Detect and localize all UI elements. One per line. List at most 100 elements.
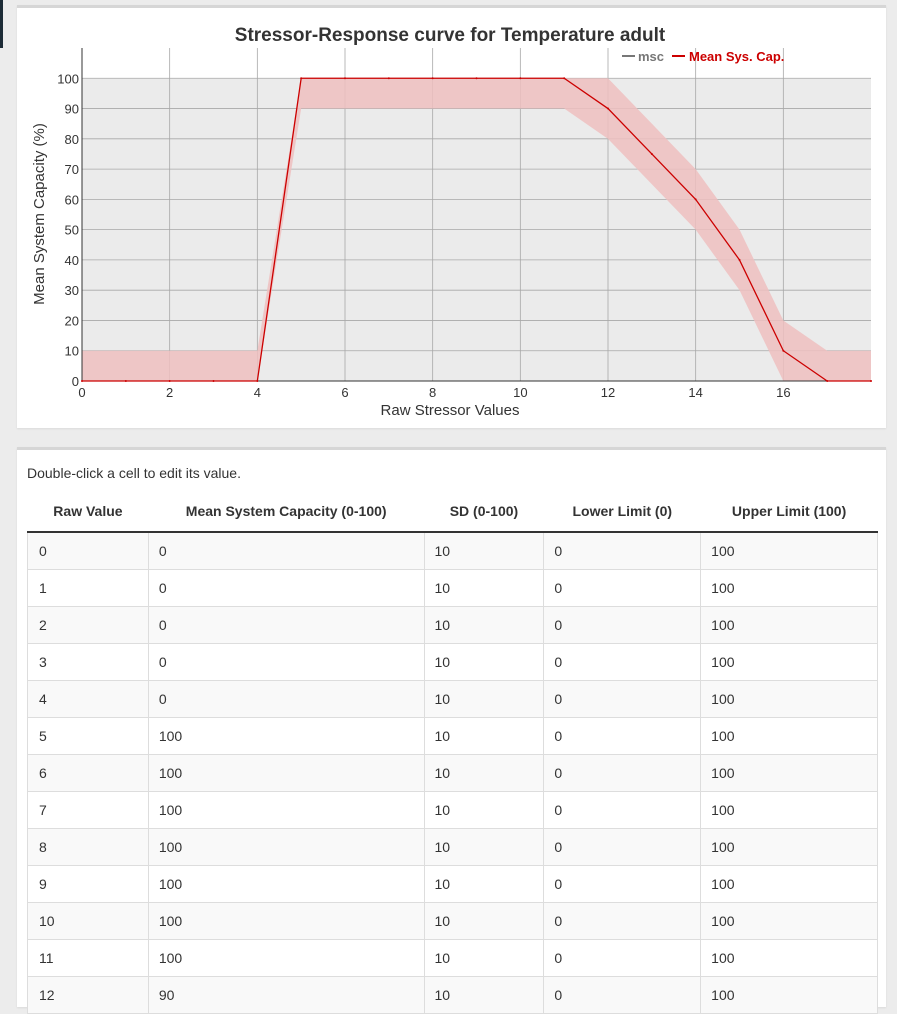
column-header[interactable]: Raw Value bbox=[27, 490, 149, 533]
legend-label-msc: msc bbox=[638, 49, 664, 64]
table-cell[interactable]: 90 bbox=[147, 976, 425, 1014]
table-cell[interactable]: 12 bbox=[27, 976, 149, 1014]
table-cell[interactable]: 100 bbox=[700, 902, 878, 940]
table-panel: Double-click a cell to edit its value. R… bbox=[17, 447, 886, 1014]
data-point bbox=[168, 380, 171, 382]
table-cell[interactable]: 0 bbox=[147, 569, 425, 607]
table-cell[interactable]: 9 bbox=[27, 865, 149, 903]
table-cell[interactable]: 10 bbox=[423, 791, 545, 829]
data-point bbox=[475, 77, 478, 80]
table-cell[interactable]: 0 bbox=[27, 531, 149, 570]
table-row: 10 100 10 0 100 bbox=[27, 902, 878, 940]
y-tick-label: 50 bbox=[65, 223, 79, 238]
y-tick-label: 90 bbox=[65, 102, 79, 117]
table-cell[interactable]: 3 bbox=[27, 643, 149, 681]
table-cell[interactable]: 10 bbox=[423, 643, 545, 681]
table-cell[interactable]: 0 bbox=[543, 865, 702, 903]
table-cell[interactable]: 0 bbox=[543, 791, 702, 829]
table-cell[interactable]: 10 bbox=[423, 902, 545, 940]
table-cell[interactable]: 100 bbox=[147, 717, 425, 755]
x-axis-label: Raw Stressor Values bbox=[381, 402, 520, 419]
table-cell[interactable]: 100 bbox=[700, 791, 878, 829]
table-cell[interactable]: 100 bbox=[700, 569, 878, 607]
table-cell[interactable]: 0 bbox=[147, 643, 425, 681]
stressor-response-chart: 0 2 4 6 8 10 12 14 16 0 10 20 30 40 50 60 70 80 90 100 Stres… bbox=[31, 25, 872, 419]
table-row: 1 0 10 0 100 bbox=[27, 569, 878, 607]
x-tick-label: 14 bbox=[688, 385, 702, 400]
table-cell[interactable]: 0 bbox=[543, 828, 702, 866]
table-cell[interactable]: 0 bbox=[147, 531, 425, 570]
table-cell[interactable]: 8 bbox=[27, 828, 149, 866]
table-cell[interactable]: 0 bbox=[543, 939, 702, 977]
y-axis-label: Mean System Capacity (%) bbox=[31, 123, 48, 305]
table-cell[interactable]: 10 bbox=[423, 976, 545, 1014]
column-header[interactable]: Upper Limit (100) bbox=[700, 490, 878, 533]
column-header[interactable]: Mean System Capacity (0-100) bbox=[148, 490, 425, 533]
table-cell[interactable]: 0 bbox=[543, 569, 702, 607]
table-row: 9 100 10 0 100 bbox=[27, 865, 878, 903]
table-cell[interactable]: 100 bbox=[700, 754, 878, 792]
y-tick-label: 40 bbox=[65, 253, 79, 268]
table-cell[interactable]: 100 bbox=[700, 865, 878, 903]
table-cell[interactable]: 10 bbox=[423, 828, 545, 866]
table-cell[interactable]: 10 bbox=[27, 902, 149, 940]
table-cell[interactable]: 10 bbox=[423, 717, 545, 755]
data-point bbox=[344, 77, 346, 80]
table-cell[interactable]: 6 bbox=[27, 754, 149, 792]
data-point bbox=[826, 380, 829, 382]
table-cell[interactable]: 5 bbox=[27, 717, 149, 755]
table-cell[interactable]: 10 bbox=[423, 569, 545, 607]
table-cell[interactable]: 10 bbox=[423, 754, 545, 792]
table-cell[interactable]: 100 bbox=[147, 865, 425, 903]
table-cell[interactable]: 2 bbox=[27, 606, 149, 644]
table-cell[interactable]: 0 bbox=[543, 717, 702, 755]
table-cell[interactable]: 100 bbox=[147, 939, 425, 977]
table-cell[interactable]: 0 bbox=[543, 976, 702, 1014]
table-cell[interactable]: 10 bbox=[423, 680, 545, 718]
table-cell[interactable]: 10 bbox=[423, 939, 545, 977]
table-cell[interactable]: 100 bbox=[700, 606, 878, 644]
table-cell[interactable]: 100 bbox=[147, 791, 425, 829]
data-point bbox=[300, 77, 303, 80]
table-cell[interactable]: 11 bbox=[27, 939, 149, 977]
table-cell[interactable]: 0 bbox=[543, 531, 702, 570]
table-cell[interactable]: 10 bbox=[423, 606, 545, 644]
data-point bbox=[782, 349, 785, 352]
table-cell[interactable]: 0 bbox=[543, 902, 702, 940]
table-cell[interactable]: 0 bbox=[543, 643, 702, 681]
table-cell[interactable]: 100 bbox=[700, 531, 878, 570]
table-cell[interactable]: 0 bbox=[543, 606, 702, 644]
table-cell[interactable]: 0 bbox=[147, 680, 425, 718]
table-cell[interactable]: 100 bbox=[700, 976, 878, 1014]
y-tick-label: 0 bbox=[72, 374, 79, 389]
column-header[interactable]: Lower Limit (0) bbox=[543, 490, 701, 533]
table-cell[interactable]: 1 bbox=[27, 569, 149, 607]
table-cell[interactable]: 100 bbox=[700, 643, 878, 681]
table-cell[interactable]: 100 bbox=[147, 828, 425, 866]
table-row: 5 100 10 0 100 bbox=[27, 717, 878, 755]
table-cell[interactable]: 10 bbox=[423, 531, 545, 570]
table-cell[interactable]: 100 bbox=[700, 717, 878, 755]
data-point bbox=[650, 152, 653, 155]
table-cell[interactable]: 100 bbox=[147, 754, 425, 792]
table-cell[interactable]: 100 bbox=[700, 828, 878, 866]
table-cell[interactable]: 10 bbox=[423, 865, 545, 903]
table-row: 3 0 10 0 100 bbox=[27, 643, 878, 681]
edit-hint: Double-click a cell to edit its value. bbox=[27, 465, 241, 481]
chart-panel: 0 2 4 6 8 10 12 14 16 0 10 20 30 40 50 60 70 80 90 100 Stres… bbox=[17, 5, 886, 428]
table-cell[interactable]: 4 bbox=[27, 680, 149, 718]
table-cell[interactable]: 100 bbox=[700, 680, 878, 718]
table-cell[interactable]: 0 bbox=[543, 754, 702, 792]
window-edge-accent bbox=[0, 0, 3, 48]
table-row: 6 100 10 0 100 bbox=[27, 754, 878, 792]
data-point bbox=[870, 380, 872, 382]
table-cell[interactable]: 0 bbox=[147, 606, 425, 644]
table-cell[interactable]: 100 bbox=[700, 939, 878, 977]
x-tick-label: 2 bbox=[166, 385, 173, 400]
column-header[interactable]: SD (0-100) bbox=[424, 490, 544, 533]
table-cell[interactable]: 0 bbox=[543, 680, 702, 718]
x-tick-label: 10 bbox=[513, 385, 527, 400]
table-cell[interactable]: 100 bbox=[147, 902, 425, 940]
data-table: Raw Value Mean System Capacity (0-100) S… bbox=[27, 490, 878, 1014]
table-cell[interactable]: 7 bbox=[27, 791, 149, 829]
